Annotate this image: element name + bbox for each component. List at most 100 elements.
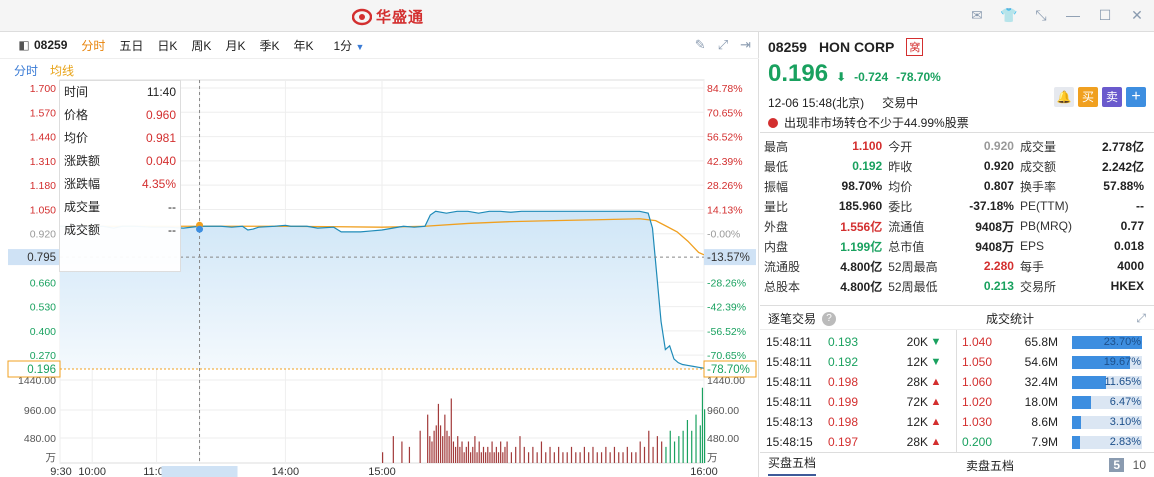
tab-buy-five[interactable]: 买盘五档 [768, 454, 817, 476]
crosshair-pct-label: -13.57% [707, 252, 750, 264]
sell-button[interactable]: 卖 [1102, 87, 1122, 107]
quote-date: 12-06 [768, 96, 799, 110]
trading-status: 交易中 [882, 96, 919, 110]
crosshair-tooltip: 时间 11:40 价格 0.960 均价 0.981 涨跌额 0.040 涨跌幅 4.35% 成交量… [59, 80, 181, 272]
volume-bar [661, 441, 663, 463]
volume-bar [536, 452, 538, 463]
period-dropdown[interactable]: 1分 ▼ [333, 37, 364, 54]
volume-bar [549, 446, 551, 463]
minimize-icon[interactable]: — [1066, 7, 1080, 23]
volume-bar [609, 452, 611, 463]
tooltip-value: 0.981 [145, 131, 176, 145]
volume-bar [491, 441, 493, 463]
tooltip-value: 11:40 [146, 85, 176, 99]
depth-10-button[interactable]: 10 [1132, 458, 1146, 472]
volume-bar [540, 441, 543, 463]
distribution-row: 1.060 32.4M 11.65% [960, 372, 1150, 392]
volume-bar [592, 446, 594, 463]
tab-quarterly-k[interactable]: 季K [259, 38, 280, 53]
sidebar-toggle-icon[interactable]: ⇥ [740, 37, 751, 52]
intraday-chart[interactable]: 1.700 84.78% 1.570 70.65% 1.440 56.52% 1.310 42… [0, 32, 759, 477]
shrink-icon[interactable]: ⤡ [1035, 7, 1047, 23]
tab-sell-five[interactable]: 卖盘五档 [966, 458, 1015, 473]
trade-price: 0.197 [828, 435, 859, 449]
tab-intraday[interactable]: 分时 [81, 38, 106, 53]
quote-code: 08259 [768, 39, 807, 55]
volume-bar [519, 436, 521, 463]
volume-bar [467, 441, 470, 463]
vol-tick-right: 1440.00 [707, 375, 745, 387]
volume-bar [699, 425, 701, 463]
volume-bar [510, 452, 512, 463]
y-tick-right: -56.52% [707, 326, 746, 338]
bell-icon[interactable]: 🔔 [1054, 87, 1074, 107]
stats-row: 最低 0.192 昨收 0.920 成交额 2.242亿 [764, 156, 1150, 176]
distribution-row: 1.030 8.6M 3.10% [960, 412, 1150, 432]
dist-price: 1.050 [962, 355, 993, 369]
stat-value: 1.199亿 [840, 239, 883, 254]
last-pct-label: -78.70% [707, 364, 750, 376]
trade-price: 0.198 [828, 375, 859, 389]
add-watchlist-button[interactable]: + [1126, 87, 1146, 107]
market-badge: 窝 [906, 38, 924, 56]
tab-five-day[interactable]: 五日 [119, 38, 144, 53]
expand-icon[interactable]: ⤢ [1136, 311, 1146, 325]
notice-text: 出现非市场转仓不少于44.99%股票 [784, 116, 969, 130]
stat-value: 1.100 [852, 139, 883, 153]
volume-bar [532, 446, 534, 463]
volume-bar [444, 414, 446, 463]
dist-pct: 2.83% [1109, 435, 1141, 448]
volume-bar [583, 446, 585, 463]
volume-bar [648, 430, 650, 463]
tooltip-label: 成交量 [64, 200, 101, 214]
price-change: -0.724 [854, 70, 889, 84]
dist-pct: 3.10% [1109, 415, 1141, 428]
tooltip-row: 均价 0.981 [60, 127, 180, 150]
volume-bar [446, 430, 448, 463]
dist-bar-fill [1072, 415, 1082, 429]
volume-bar [701, 387, 704, 463]
subtab-ma[interactable]: 均线 [50, 63, 75, 78]
maximize-icon[interactable]: ☐ [1098, 7, 1112, 23]
volume-bar [497, 452, 500, 463]
stat-label: 最低 [764, 159, 789, 174]
tab-tick-trades[interactable]: 逐笔交易 [768, 312, 817, 326]
tab-trade-stats[interactable]: 成交统计 [986, 312, 1035, 326]
expand-icon[interactable]: ⤢ [717, 37, 729, 52]
shirt-icon[interactable]: 👕 [1000, 7, 1018, 23]
divider [760, 132, 1154, 133]
stat-label: PE(TTM) [1019, 199, 1069, 213]
chart-panel: ◧ 08259 分时 五日 日K 周K 月K 季K 年K 1分 ▼ ✎ ⤢ ⇥ … [0, 32, 759, 477]
vol-tick-left: 480.00 [24, 433, 56, 445]
mail-icon[interactable]: ✉ [971, 7, 983, 23]
volume-bar [506, 441, 508, 463]
close-icon[interactable]: ✕ [1131, 7, 1143, 23]
stat-value: 98.70% [841, 179, 883, 193]
tab-monthly-k[interactable]: 月K [225, 38, 246, 53]
stat-value: -37.18% [969, 199, 1014, 213]
tab-weekly-k[interactable]: 周K [191, 38, 212, 53]
volume-bar [613, 446, 616, 463]
tab-daily-k[interactable]: 日K [157, 38, 178, 53]
app-title: 华盛通 [376, 9, 425, 26]
dist-bar-fill [1072, 435, 1081, 449]
y-tick-left: 1.570 [30, 107, 56, 119]
tab-yearly-k[interactable]: 年K [293, 38, 314, 53]
pen-icon[interactable]: ✎ [694, 37, 706, 52]
collapse-icon[interactable]: ◧ [18, 38, 30, 52]
stat-label: 成交量 [1019, 139, 1056, 154]
stat-value: 0.213 [983, 279, 1014, 293]
depth-5-button[interactable]: 5 [1109, 458, 1124, 472]
dist-price: 1.030 [962, 415, 993, 429]
volume-bar [639, 441, 641, 463]
help-icon[interactable]: ? [822, 311, 837, 326]
subtab-time[interactable]: 分时 [14, 63, 39, 78]
volume-bar [596, 452, 598, 463]
volume-bar [588, 452, 590, 463]
dist-pct: 19.67% [1103, 355, 1141, 368]
volume-bar [408, 446, 411, 463]
volume-bar [482, 446, 485, 463]
stat-label: 最高 [764, 139, 789, 154]
stat-value: -- [1136, 199, 1144, 213]
buy-button[interactable]: 买 [1078, 87, 1098, 107]
